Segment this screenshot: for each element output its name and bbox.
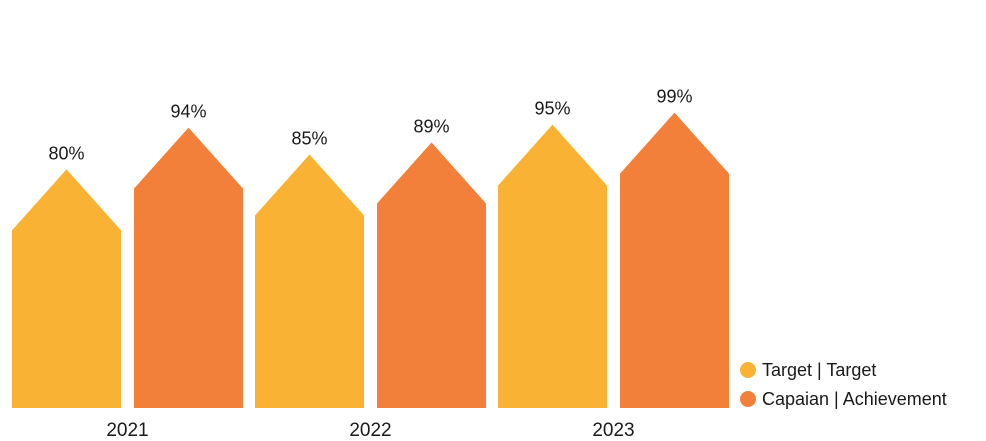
legend-label-1: Target | Target [762,360,876,380]
x-tick-label-2023: 2023 [592,420,634,441]
legend: Target | Target Capaian | Achievement [740,360,947,409]
bar-2023-series-1 [498,124,607,409]
legend-swatch-2 [740,391,756,407]
data-label-2022-series-1: 85% [291,128,327,148]
bars-group [12,112,729,409]
bar-2022-series-1 [255,154,364,408]
data-label-2022-series-2: 89% [413,117,449,137]
x-axis-ticks: 2021 2022 2023 [106,420,634,441]
bar-2022-series-2 [377,142,486,408]
bar-2021-series-1 [12,169,121,408]
legend-label-2: Capaian | Achievement [762,389,947,409]
bar-2023-series-2 [620,112,729,409]
bar-labels-group: 80% 94% 85% 89% 95% 99% [48,87,692,164]
bar-2021-series-2 [134,127,243,409]
data-label-2023-series-1: 95% [534,99,570,119]
data-label-2021-series-1: 80% [48,143,84,163]
x-tick-label-2021: 2021 [106,420,148,441]
data-label-2021-series-2: 94% [170,102,206,122]
data-label-2023-series-2: 99% [656,87,692,107]
x-tick-label-2022: 2022 [349,420,391,441]
legend-swatch-1 [740,362,756,378]
